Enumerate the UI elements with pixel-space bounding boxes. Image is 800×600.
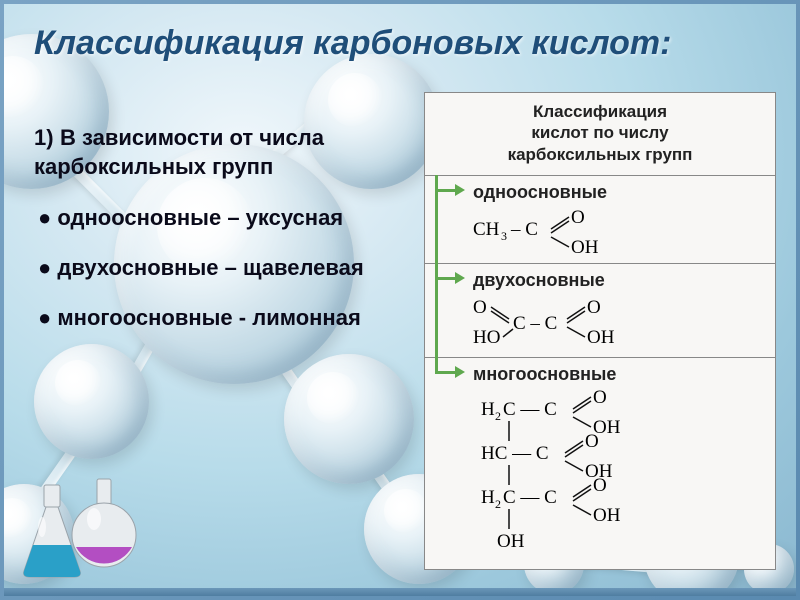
chart-row: двухосновные O HO C – C O OH bbox=[425, 263, 775, 357]
numbered-item: 1)В зависимости от числа карбоксильных г… bbox=[34, 124, 404, 181]
svg-text:O: O bbox=[571, 207, 585, 228]
svg-text:O: O bbox=[585, 431, 599, 452]
svg-text:CH: CH bbox=[473, 219, 500, 240]
arrow-cell bbox=[425, 264, 469, 357]
svg-text:2: 2 bbox=[495, 497, 501, 511]
round-flask-liquid bbox=[76, 547, 132, 564]
slide-background: Классификация карбоновых кислот: 1)В зав… bbox=[4, 4, 796, 596]
svg-text:C — C: C — C bbox=[503, 399, 557, 420]
chemical-formula: H2C — COOHHC — COOHH2C — COOHOH bbox=[473, 389, 767, 559]
bullet-2: ● двухосновные – щавелевая bbox=[34, 255, 404, 281]
svg-text:– C: – C bbox=[510, 219, 538, 240]
bullet-1: ● одноосновные – уксусная bbox=[34, 205, 404, 231]
svg-text:OH: OH bbox=[587, 327, 615, 347]
svg-text:3: 3 bbox=[501, 229, 507, 243]
chemical-formula: CH3– C O OH bbox=[473, 207, 767, 253]
arrow-cell bbox=[425, 176, 469, 263]
chart-title: Классификация кислот по числу карбоксиль… bbox=[425, 93, 775, 175]
bullet-term: многоосновные bbox=[57, 305, 232, 330]
chart-title-line: Классификация bbox=[533, 102, 667, 121]
svg-text:O: O bbox=[587, 297, 601, 318]
svg-text:C — C: C — C bbox=[503, 487, 557, 508]
chart-row: одноосновные CH3– C O OH bbox=[425, 175, 775, 263]
svg-text:O: O bbox=[593, 389, 607, 408]
chart-row: многоосновныеH2C — COOHHC — COOHH2C — CO… bbox=[425, 357, 775, 569]
svg-text:HC — C: HC — C bbox=[481, 443, 549, 464]
svg-text:H: H bbox=[481, 487, 495, 508]
svg-text:2: 2 bbox=[495, 409, 501, 423]
bullet-example: - лимонная bbox=[233, 305, 361, 330]
bullet-example: – уксусная bbox=[221, 205, 343, 230]
chart-title-line: кислот по числу bbox=[531, 123, 668, 142]
classification-chart: Классификация кислот по числу карбоксиль… bbox=[424, 92, 776, 570]
chart-row-label: одноосновные bbox=[473, 182, 767, 203]
chart-body: многоосновныеH2C — COOHHC — COOHH2C — CO… bbox=[469, 358, 775, 569]
slide-title: Классификация карбоновых кислот: bbox=[34, 24, 766, 63]
chemical-formula: O HO C – C O OH bbox=[473, 295, 767, 347]
chart-title-line: карбоксильных групп bbox=[508, 145, 693, 164]
bullet-3: ● многоосновные - лимонная bbox=[34, 305, 404, 331]
svg-text:OH: OH bbox=[593, 505, 621, 526]
svg-text:O: O bbox=[593, 475, 607, 496]
chart-rows: одноосновныеCH3– COOHдвухосновныеOHOC – … bbox=[425, 175, 775, 569]
svg-text:H: H bbox=[481, 399, 495, 420]
bullet-example: – щавелевая bbox=[219, 255, 364, 280]
svg-text:O: O bbox=[473, 297, 487, 318]
molecule-sphere bbox=[284, 354, 414, 484]
bullet-term: двухосновные bbox=[57, 255, 218, 280]
content-left: 1)В зависимости от числа карбоксильных г… bbox=[34, 124, 404, 331]
svg-text:OH: OH bbox=[497, 531, 525, 552]
molecule-sphere bbox=[34, 344, 149, 459]
chart-body: одноосновные CH3– C O OH bbox=[469, 176, 775, 263]
bullet-term: одноосновные bbox=[57, 205, 221, 230]
slide-frame: Классификация карбоновых кислот: 1)В зав… bbox=[0, 0, 800, 600]
erlenmeyer-liquid bbox=[24, 545, 81, 577]
flask-illustration bbox=[18, 473, 148, 588]
chart-row-label: многоосновные bbox=[473, 364, 767, 385]
chart-body: двухосновные O HO C – C O OH bbox=[469, 264, 775, 357]
arrow-cell bbox=[425, 358, 469, 569]
item-text: В зависимости от числа карбоксильных гру… bbox=[34, 125, 324, 179]
item-number: 1) bbox=[34, 124, 60, 153]
svg-text:OH: OH bbox=[571, 237, 599, 253]
bottom-bar bbox=[4, 588, 796, 596]
svg-text:HO: HO bbox=[473, 327, 500, 347]
chart-row-label: двухосновные bbox=[473, 270, 767, 291]
svg-text:C – C: C – C bbox=[513, 313, 557, 334]
